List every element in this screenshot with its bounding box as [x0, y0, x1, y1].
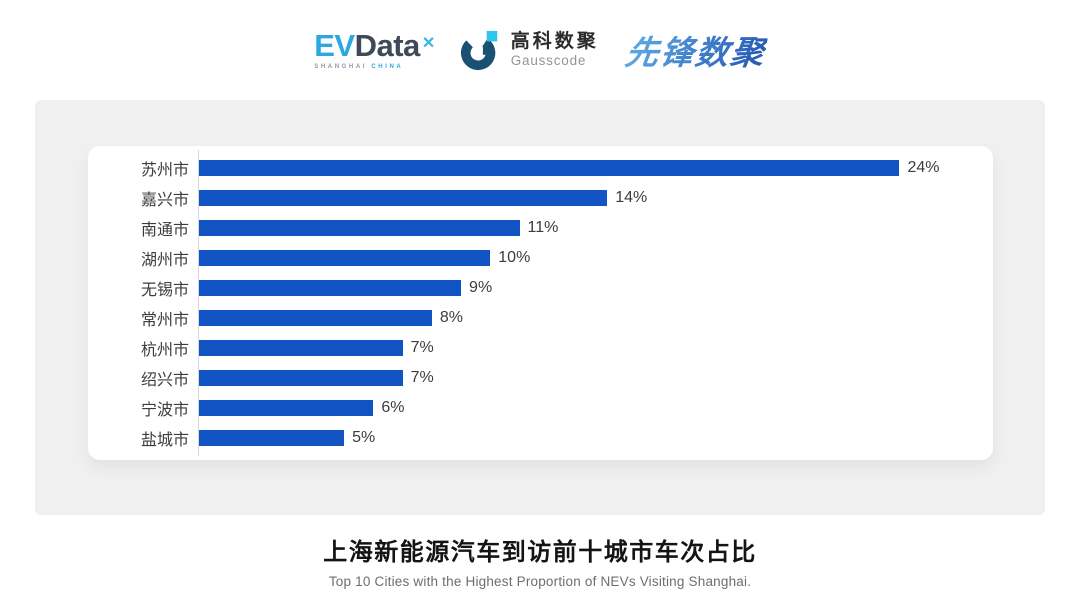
value-label: 11% — [527, 219, 559, 236]
value-label: 6% — [381, 399, 405, 416]
evdata-shanghai-text: SHANGHAI — [314, 64, 368, 70]
value-label: 9% — [469, 279, 493, 296]
bar — [198, 310, 432, 326]
value-label: 24% — [907, 159, 940, 176]
bar-track: 5% — [198, 429, 993, 446]
bar-track: 7% — [198, 339, 993, 356]
gausscode-text: 高科数聚 Gausscode — [510, 30, 599, 69]
category-label: 杭州市 — [140, 342, 189, 359]
category-label: 湖州市 — [140, 252, 189, 269]
bar — [198, 400, 374, 416]
chart-row: 无锡市 9% — [88, 273, 993, 303]
y-axis-line — [198, 150, 199, 456]
bar-track: 7% — [198, 369, 993, 386]
bar-track: 8% — [198, 309, 993, 326]
category-label: 绍兴市 — [140, 372, 189, 389]
chart-card: 苏州市 24% 嘉兴市 14% 南通市 11% 湖州市 10% 无锡市 9% 常州市 8% 杭州市 7% 绍… — [88, 146, 993, 460]
value-label: 8% — [439, 309, 463, 326]
gausscode-g-icon — [460, 30, 497, 71]
bar — [198, 340, 403, 356]
chart-panel: 苏州市 24% 嘉兴市 14% 南通市 11% 湖州市 10% 无锡市 9% 常州市 8% 杭州市 7% 绍… — [35, 100, 1045, 515]
chart-row: 湖州市 10% — [88, 243, 993, 273]
value-label: 5% — [352, 429, 376, 446]
chart-row: 宁波市 6% — [88, 393, 993, 423]
gausscode-cn-name: 高科数聚 — [510, 30, 599, 52]
title-block: 上海新能源汽车到访前十城市车次占比 Top 10 Cities with the… — [0, 532, 1080, 589]
bar-track: 6% — [198, 399, 993, 416]
chart-row: 绍兴市 7% — [88, 363, 993, 393]
gausscode-logo: 高科数聚 Gausscode — [460, 29, 599, 71]
chart-title: 上海新能源汽车到访前十城市车次占比 — [323, 539, 757, 566]
evdata-wordmark: EVData ✕ — [314, 28, 435, 63]
chart-row: 盐城市 5% — [88, 423, 993, 453]
category-label: 无锡市 — [140, 282, 189, 299]
evdata-ev-text: EV — [314, 28, 355, 63]
bar — [198, 280, 462, 296]
bar — [198, 220, 520, 236]
bar-track: 10% — [198, 249, 993, 266]
pioneer-logo: 先锋数聚 — [622, 26, 769, 74]
evdata-logo: EVData ✕ SHANGHAI CHINA — [314, 28, 435, 70]
bar — [198, 160, 900, 176]
category-label: 南通市 — [140, 222, 189, 239]
category-label: 宁波市 — [140, 402, 189, 419]
bar-track: 24% — [198, 159, 993, 176]
category-label: 嘉兴市 — [140, 192, 189, 209]
evdata-china-text: CHINA — [371, 64, 404, 70]
category-label: 苏州市 — [140, 162, 189, 179]
chart-row: 南通市 11% — [88, 213, 993, 243]
value-label: 14% — [615, 189, 648, 206]
evdata-data-text: Data — [354, 28, 421, 63]
chart-row: 常州市 8% — [88, 303, 993, 333]
logo-header: EVData ✕ SHANGHAI CHINA 高科数聚 Gausscode 先锋… — [0, 0, 1080, 100]
bar-track: 9% — [198, 279, 993, 296]
gausscode-en-name: Gausscode — [510, 53, 587, 69]
evdata-subtext: SHANGHAI CHINA — [314, 64, 432, 70]
bar — [198, 430, 345, 446]
value-label: 10% — [498, 249, 531, 266]
evdata-x-mark-icon: ✕ — [421, 35, 435, 52]
bar-chart: 苏州市 24% 嘉兴市 14% 南通市 11% 湖州市 10% 无锡市 9% 常州市 8% 杭州市 7% 绍… — [88, 150, 993, 456]
chart-row: 杭州市 7% — [88, 333, 993, 363]
value-label: 7% — [410, 339, 434, 356]
bar — [198, 250, 491, 266]
chart-row: 苏州市 24% — [88, 153, 993, 183]
bar-track: 11% — [198, 219, 993, 236]
bar — [198, 190, 608, 206]
category-label: 常州市 — [140, 312, 189, 329]
category-label: 盐城市 — [140, 432, 189, 449]
chart-subtitle: Top 10 Cities with the Highest Proportio… — [328, 574, 752, 589]
value-label: 7% — [410, 369, 434, 386]
chart-row: 嘉兴市 14% — [88, 183, 993, 213]
bar — [198, 370, 403, 386]
bar-track: 14% — [198, 189, 993, 206]
